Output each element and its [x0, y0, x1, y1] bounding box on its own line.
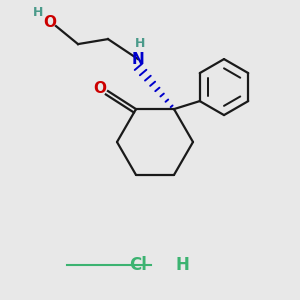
Text: H: H — [175, 256, 189, 274]
Text: H: H — [33, 6, 43, 19]
Text: O: O — [44, 15, 56, 30]
Text: H: H — [135, 37, 145, 50]
Text: N: N — [132, 52, 144, 67]
Text: O: O — [94, 81, 106, 96]
Text: Cl: Cl — [129, 256, 147, 274]
